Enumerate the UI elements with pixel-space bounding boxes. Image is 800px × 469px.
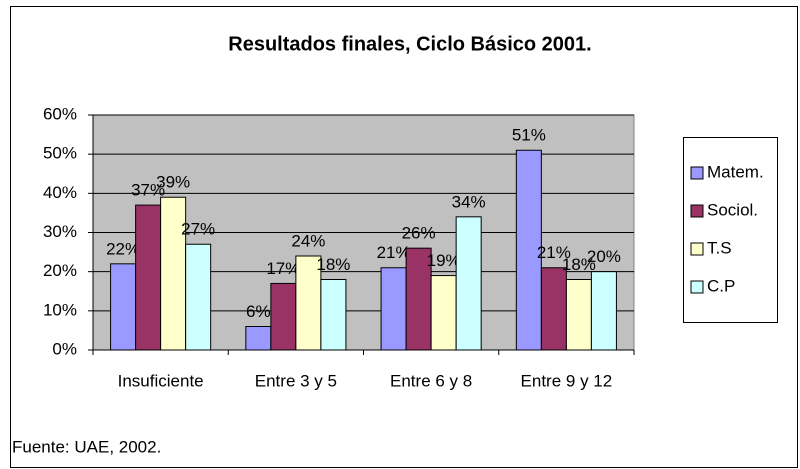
data-label: 17%: [266, 259, 300, 278]
data-label: 18%: [562, 255, 596, 274]
x-tick-label: Insuficiente: [118, 371, 204, 390]
x-tick-label: Entre 3 y 5: [255, 371, 337, 390]
data-label: 51%: [512, 126, 546, 145]
data-label: 21%: [537, 243, 571, 262]
data-label: 18%: [316, 255, 350, 274]
y-tick-label: 60%: [43, 104, 77, 123]
bar: [455, 216, 482, 351]
y-tick-label: 50%: [43, 144, 77, 163]
y-tick-label: 40%: [43, 183, 77, 202]
data-label: 27%: [181, 220, 215, 239]
data-label: 39%: [156, 173, 190, 192]
legend-swatch: [690, 166, 704, 180]
legend-label: Sociol.: [707, 200, 758, 219]
chart-title: Resultados finales, Ciclo Básico 2001.: [228, 33, 591, 55]
legend-label: Matem.: [707, 162, 764, 181]
y-tick-label: 10%: [43, 300, 77, 319]
legend-label: C.P: [707, 276, 735, 295]
y-tick-label: 20%: [43, 261, 77, 280]
data-label: 37%: [131, 181, 165, 200]
data-label: 6%: [246, 302, 271, 321]
legend-swatch: [690, 242, 704, 256]
bar: [270, 282, 297, 351]
bar: [110, 263, 137, 351]
bar: [515, 149, 542, 351]
bar: [245, 326, 272, 351]
data-label: 34%: [452, 192, 486, 211]
y-tick-label: 0%: [52, 339, 77, 358]
bar: [380, 267, 407, 351]
bar: [590, 271, 617, 351]
data-label: 20%: [587, 247, 621, 266]
data-label: 19%: [427, 251, 461, 270]
legend-swatch: [690, 204, 704, 218]
bar: [135, 204, 162, 351]
data-label: 21%: [377, 243, 411, 262]
x-tick-label: Entre 9 y 12: [521, 371, 613, 390]
data-label: 26%: [402, 224, 436, 243]
bar: [540, 267, 567, 351]
bar: [160, 196, 187, 351]
x-tick-label: Entre 6 y 8: [390, 371, 472, 390]
y-tick-label: 30%: [43, 222, 77, 241]
bar: [565, 279, 592, 351]
bar: [320, 279, 347, 351]
bar: [185, 243, 212, 351]
source-note: Fuente: UAE, 2002.: [12, 437, 161, 456]
bar: [295, 255, 322, 351]
bar: [405, 247, 432, 351]
legend-label: T.S: [707, 238, 732, 257]
legend-swatch: [690, 280, 704, 294]
bar: [430, 275, 457, 351]
data-label: 24%: [291, 231, 325, 250]
data-label: 22%: [106, 239, 140, 258]
